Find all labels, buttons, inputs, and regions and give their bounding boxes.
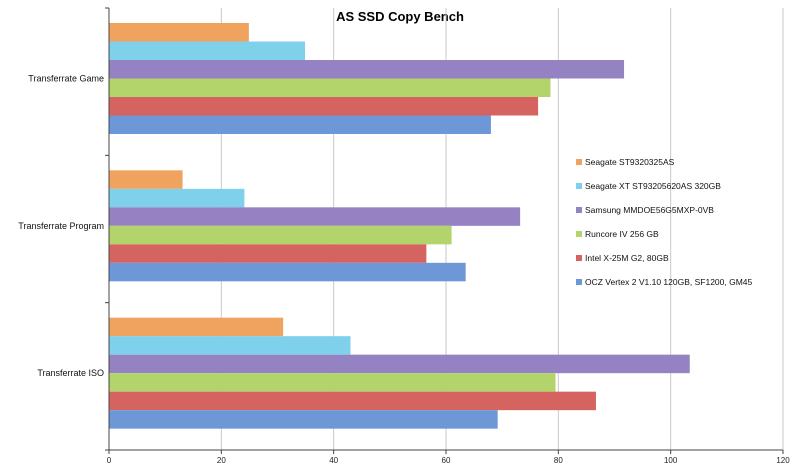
legend-swatch	[576, 207, 582, 213]
bar	[109, 244, 427, 263]
bar	[109, 391, 596, 411]
x-tick-label: 80	[554, 456, 563, 465]
legend-label: Samsung MMDOE56G5MXP-0VB	[585, 205, 714, 215]
legend-label: Intel X-25M G2, 80GB	[585, 253, 669, 263]
legend-swatch	[576, 159, 582, 165]
bar	[109, 23, 249, 42]
bar	[109, 115, 491, 134]
x-tick-label: 100	[664, 456, 678, 465]
bar	[109, 207, 521, 226]
legend-label: Runcore IV 256 GB	[585, 229, 659, 239]
bars	[109, 23, 690, 429]
category-label: Transferrate Program	[18, 221, 104, 231]
bar	[109, 410, 498, 429]
bar	[109, 354, 690, 374]
legend-label: OCZ Vertex 2 V1.10 120GB, SF1200, GM45	[585, 277, 753, 287]
chart-title: AS SSD Copy Bench	[336, 9, 464, 24]
bar	[109, 97, 539, 116]
bar	[109, 188, 245, 208]
legend-swatch	[576, 255, 582, 261]
bar	[109, 373, 556, 392]
bar	[109, 41, 306, 60]
x-tick-labels: 0 20 40 60 80 100 120	[107, 456, 790, 465]
bar	[109, 262, 466, 282]
bar	[109, 60, 625, 79]
legend-label: Seagate ST9320325AS	[585, 157, 675, 167]
x-tick-label: 60	[442, 456, 451, 465]
bar	[109, 225, 452, 245]
axes	[105, 7, 784, 454]
x-tick-label: 0	[107, 456, 112, 465]
legend-swatch	[576, 183, 582, 189]
bar	[109, 336, 351, 355]
legend-swatch	[576, 231, 582, 237]
bar	[109, 78, 551, 97]
category-label: Transferrate ISO	[37, 368, 104, 378]
bar	[109, 170, 183, 189]
category-label: Transferrate Game	[28, 74, 104, 84]
x-tick-label: 40	[329, 456, 338, 465]
category-labels: Transferrate Game Transferrate Program Tra…	[18, 74, 104, 379]
legend-label: Seagate XT ST93205620AS 320GB	[585, 181, 721, 191]
bar	[109, 317, 284, 337]
x-tick-label: 20	[217, 456, 226, 465]
legend: Seagate ST9320325AS Seagate XT ST93205620…	[576, 157, 753, 287]
x-tick-label: 120	[776, 456, 790, 465]
legend-swatch	[576, 279, 582, 285]
